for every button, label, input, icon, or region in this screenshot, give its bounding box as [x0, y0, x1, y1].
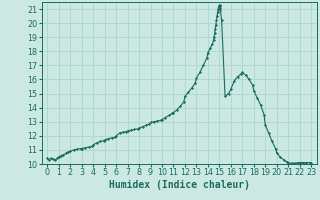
X-axis label: Humidex (Indice chaleur): Humidex (Indice chaleur) — [109, 180, 250, 190]
